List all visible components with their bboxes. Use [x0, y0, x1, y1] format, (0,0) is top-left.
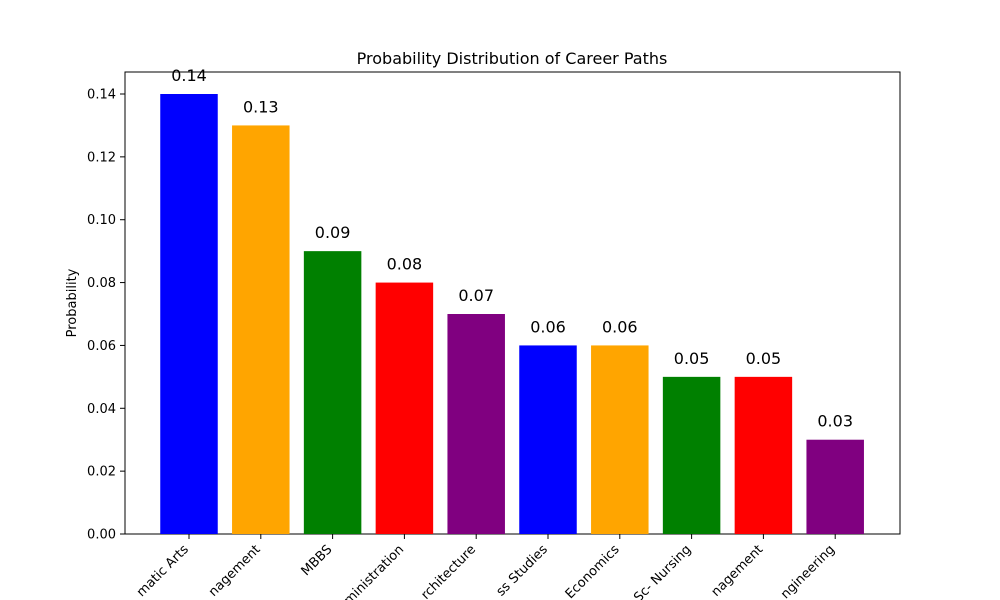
- data-labels-group: 0.14 0.13 0.09 0.08 0.07 0.06 0.06 0.05 0.05 0.03: [171, 66, 853, 431]
- x-tick-label: nagement: [206, 542, 264, 600]
- y-tick-label: 0.00: [87, 528, 116, 543]
- y-tick-label: 0.14: [87, 88, 116, 103]
- x-tick-label: Sc- Nursing: [631, 542, 694, 600]
- chart-title: Probability Distribution of Career Paths: [357, 49, 668, 68]
- bar-value-label: 0.06: [530, 317, 566, 336]
- bar: [734, 376, 793, 534]
- bar: [303, 251, 362, 534]
- bar: [662, 376, 721, 534]
- bar-value-label: 0.14: [171, 66, 207, 85]
- x-tick-label: ngineering: [778, 542, 838, 600]
- y-axis-title: Probability: [65, 268, 80, 337]
- bar-value-label: 0.05: [674, 349, 710, 368]
- bar: [806, 439, 864, 534]
- bar-value-label: 0.13: [243, 97, 279, 116]
- bar-value-label: 0.08: [387, 255, 423, 274]
- y-tick-label: 0.06: [87, 339, 116, 354]
- y-tick-label: 0.08: [87, 276, 116, 291]
- x-tick-label: nagement: [709, 542, 767, 600]
- x-tick-label: matic Arts: [134, 542, 192, 600]
- x-tick-label: Economics: [563, 542, 623, 600]
- x-tick-label: MBBS: [299, 542, 336, 579]
- y-tick-label: 0.04: [87, 402, 116, 417]
- bar: [591, 345, 649, 534]
- bar: [232, 125, 290, 534]
- bar: [519, 345, 577, 534]
- bar-value-label: 0.06: [602, 317, 638, 336]
- y-tick-label: 0.10: [87, 213, 116, 228]
- bar-value-label: 0.09: [315, 223, 351, 242]
- bar-value-label: 0.07: [458, 286, 494, 305]
- x-tick-label: rchitecture: [418, 542, 479, 600]
- bar: [160, 94, 218, 534]
- bar-value-label: 0.05: [746, 349, 782, 368]
- x-tick-label: ss Studies: [494, 542, 551, 599]
- x-tick-label: ministration: [341, 542, 407, 600]
- bar: [375, 282, 434, 534]
- plot-area-frame: [124, 71, 901, 535]
- bars-group: [160, 94, 864, 534]
- x-axis: matic Arts nagement MBBS ministration rchite…: [134, 534, 838, 600]
- y-axis: 0.00 0.02 0.04 0.06 0.08 0.10 0.12 0.14: [87, 88, 125, 543]
- y-tick-label: 0.02: [87, 465, 116, 480]
- bar-value-label: 0.03: [817, 412, 853, 431]
- bar: [447, 314, 505, 534]
- y-tick-label: 0.12: [87, 150, 116, 165]
